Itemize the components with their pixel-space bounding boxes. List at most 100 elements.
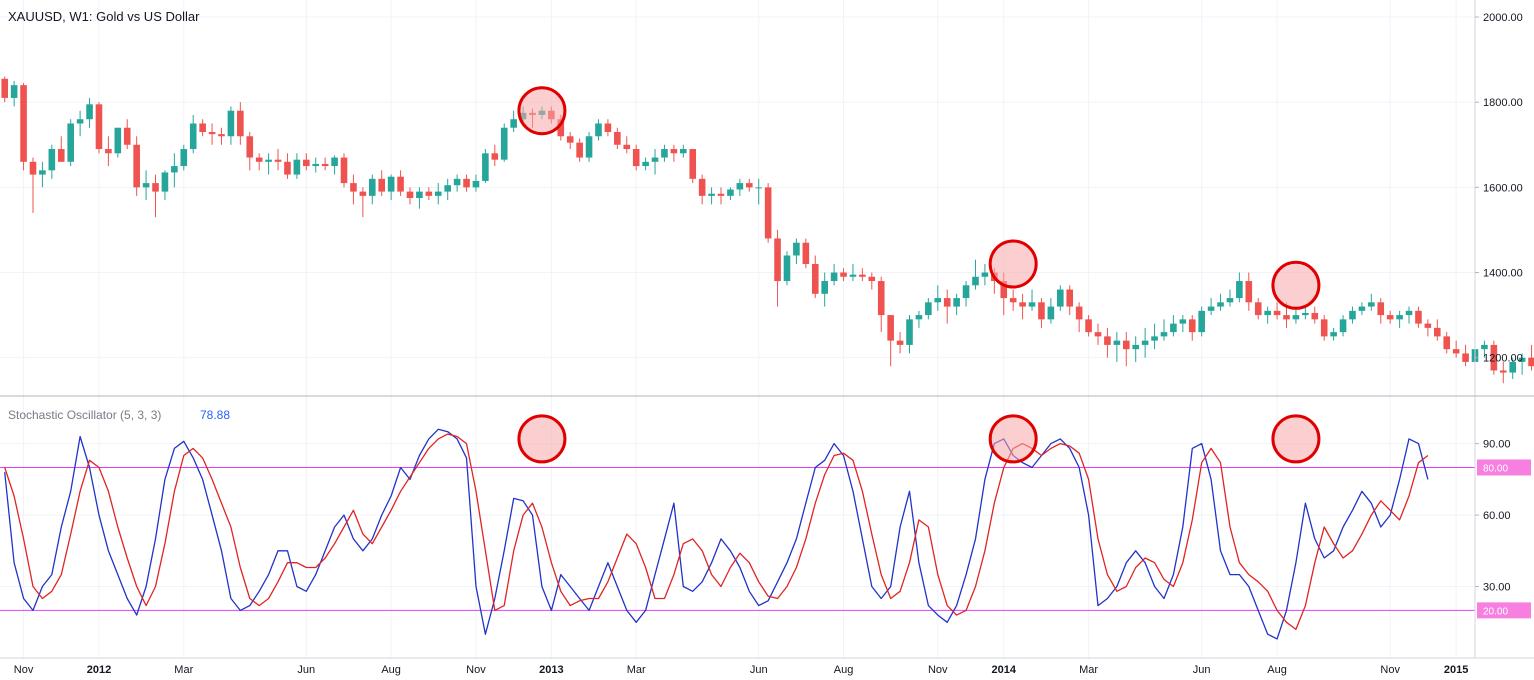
candle-body — [1386, 315, 1394, 320]
price-axis[interactable]: 2000.00 1800.00 1600.00 1400.00 1200.00 — [1475, 12, 1523, 365]
candle-body — [1245, 281, 1253, 303]
candle-body — [793, 242, 800, 256]
candle-body — [1, 78, 9, 98]
candle-body — [1141, 340, 1149, 345]
candle-body — [359, 191, 367, 196]
candle-body — [623, 144, 631, 150]
osc-tick-label: 90.00 — [1483, 439, 1511, 451]
price-tick-label: 1400.00 — [1483, 268, 1523, 280]
candle-body — [1236, 281, 1243, 299]
candle-body — [199, 123, 206, 132]
candle-body — [1311, 312, 1319, 320]
candle-body — [877, 281, 885, 316]
candle-body — [1302, 312, 1309, 316]
candle-body — [1499, 370, 1507, 373]
candle-body — [557, 119, 565, 137]
candle-body — [661, 149, 668, 158]
candle-body — [1179, 319, 1187, 324]
candle-body — [821, 281, 828, 294]
candle-body — [368, 178, 376, 196]
time-tick-label: 2015 — [1444, 664, 1468, 676]
price-tick-label: 1200.00 — [1483, 353, 1523, 365]
candle-body — [1424, 323, 1432, 328]
candle-body — [312, 163, 320, 167]
candle-body — [1170, 323, 1177, 333]
candle-body — [1490, 344, 1498, 371]
candle-body — [1462, 353, 1469, 362]
candle-body — [1415, 310, 1422, 324]
highlight-circle-price — [517, 86, 567, 136]
time-tick-label: 2012 — [87, 664, 111, 676]
candle-body — [576, 142, 583, 158]
candle-body — [1038, 302, 1045, 320]
candle-body — [642, 161, 649, 167]
band-badge — [1477, 459, 1531, 476]
candlestick-series[interactable] — [1, 76, 1534, 384]
highlight-circle-price — [1271, 260, 1321, 310]
candle-body — [887, 315, 894, 341]
candle-body — [1443, 336, 1451, 350]
candle-body — [868, 276, 876, 282]
candle-body — [1000, 281, 1008, 299]
time-tick-label: Aug — [381, 664, 401, 676]
oscillator-lines[interactable] — [4, 428, 1429, 640]
candle-body — [859, 274, 866, 277]
candle-body — [953, 298, 960, 307]
candle-body — [1481, 344, 1488, 350]
candle-body — [76, 119, 84, 124]
candle-body — [274, 159, 282, 162]
candle-body — [614, 132, 621, 145]
candle-body — [133, 144, 140, 188]
candle-body — [434, 191, 442, 196]
stochastic-d-line — [4, 433, 1429, 631]
band-badge-label: 80.00 — [1483, 463, 1508, 474]
candle-body — [20, 85, 27, 162]
time-tick-label: Jun — [297, 664, 315, 676]
candle-body — [1094, 332, 1102, 337]
time-axis[interactable]: Nov 2012 Mar Jun Aug Nov 2013 Mar Jun Aug Nov 2014 M… — [14, 664, 1469, 676]
highlight-circles — [517, 86, 1321, 464]
time-tick-label: Mar — [627, 664, 646, 676]
candle-body — [1283, 315, 1290, 320]
candle-body — [670, 149, 678, 154]
time-tick-label: Nov — [1380, 664, 1400, 676]
candle-body — [774, 238, 781, 282]
candle-body — [1226, 298, 1234, 303]
candle-body — [387, 176, 395, 192]
candle-body — [1113, 340, 1121, 345]
candle-body — [1104, 336, 1111, 345]
candle-body — [161, 172, 169, 192]
candle-body — [293, 159, 301, 175]
candle-body — [1368, 302, 1375, 307]
candle-body — [482, 153, 489, 181]
candle-body — [1160, 332, 1168, 337]
candle-body — [1292, 315, 1300, 320]
price-tick-label: 2000.00 — [1483, 12, 1523, 24]
candle-body — [708, 193, 715, 196]
candle-body — [1349, 310, 1356, 320]
candle-body — [849, 274, 857, 277]
time-tick-label: 2014 — [992, 664, 1017, 676]
candle-body — [934, 298, 942, 303]
oscillator-axis[interactable]: 90.00 60.00 30.00 80.00 20.00 — [1475, 439, 1531, 619]
candle-body — [1377, 302, 1385, 316]
candle-body — [105, 149, 112, 154]
candle-body — [566, 136, 574, 143]
candle-body — [811, 264, 819, 294]
candle-body — [500, 127, 508, 160]
oscillator-title: Stochastic Oscillator (5, 3, 3) — [8, 408, 161, 422]
candle-body — [1075, 306, 1083, 320]
candle-body — [48, 149, 56, 171]
candle-body — [255, 157, 263, 162]
candle-body — [1009, 298, 1017, 303]
candle-body — [1207, 306, 1215, 311]
candle-body — [906, 319, 913, 345]
candle-body — [444, 185, 451, 192]
candle-body — [632, 149, 640, 167]
candle-body — [114, 127, 122, 154]
candle-body — [698, 178, 706, 196]
candle-body — [152, 183, 159, 192]
candle-body — [1198, 310, 1205, 333]
candle-body — [1254, 302, 1262, 316]
candle-body — [39, 170, 46, 175]
